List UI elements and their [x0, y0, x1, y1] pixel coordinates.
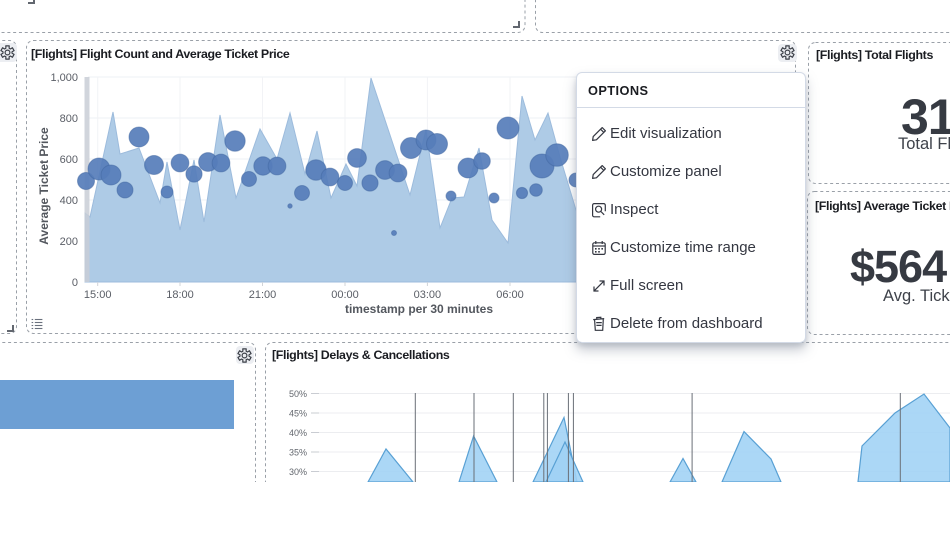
svg-text:35%: 35% — [289, 448, 307, 458]
svg-text:40%: 40% — [289, 428, 307, 438]
svg-text:15:00: 15:00 — [84, 289, 112, 301]
svg-text:400: 400 — [60, 195, 78, 207]
svg-text:50%: 50% — [289, 389, 307, 399]
svg-text:30%: 30% — [289, 467, 307, 477]
svg-text:00:00: 00:00 — [331, 289, 359, 301]
svg-text:0: 0 — [72, 277, 78, 289]
svg-text:timestamp per 30 minutes: timestamp per 30 minutes — [345, 302, 493, 316]
svg-text:1,000: 1,000 — [50, 72, 78, 84]
svg-text:21:00: 21:00 — [249, 289, 277, 301]
svg-text:200: 200 — [60, 236, 78, 248]
svg-text:18:00: 18:00 — [166, 289, 194, 301]
svg-text:03:00: 03:00 — [414, 289, 442, 301]
svg-text:45%: 45% — [289, 409, 307, 419]
svg-text:600: 600 — [60, 154, 78, 166]
svg-text:06:00: 06:00 — [496, 289, 524, 301]
svg-text:800: 800 — [60, 113, 78, 125]
